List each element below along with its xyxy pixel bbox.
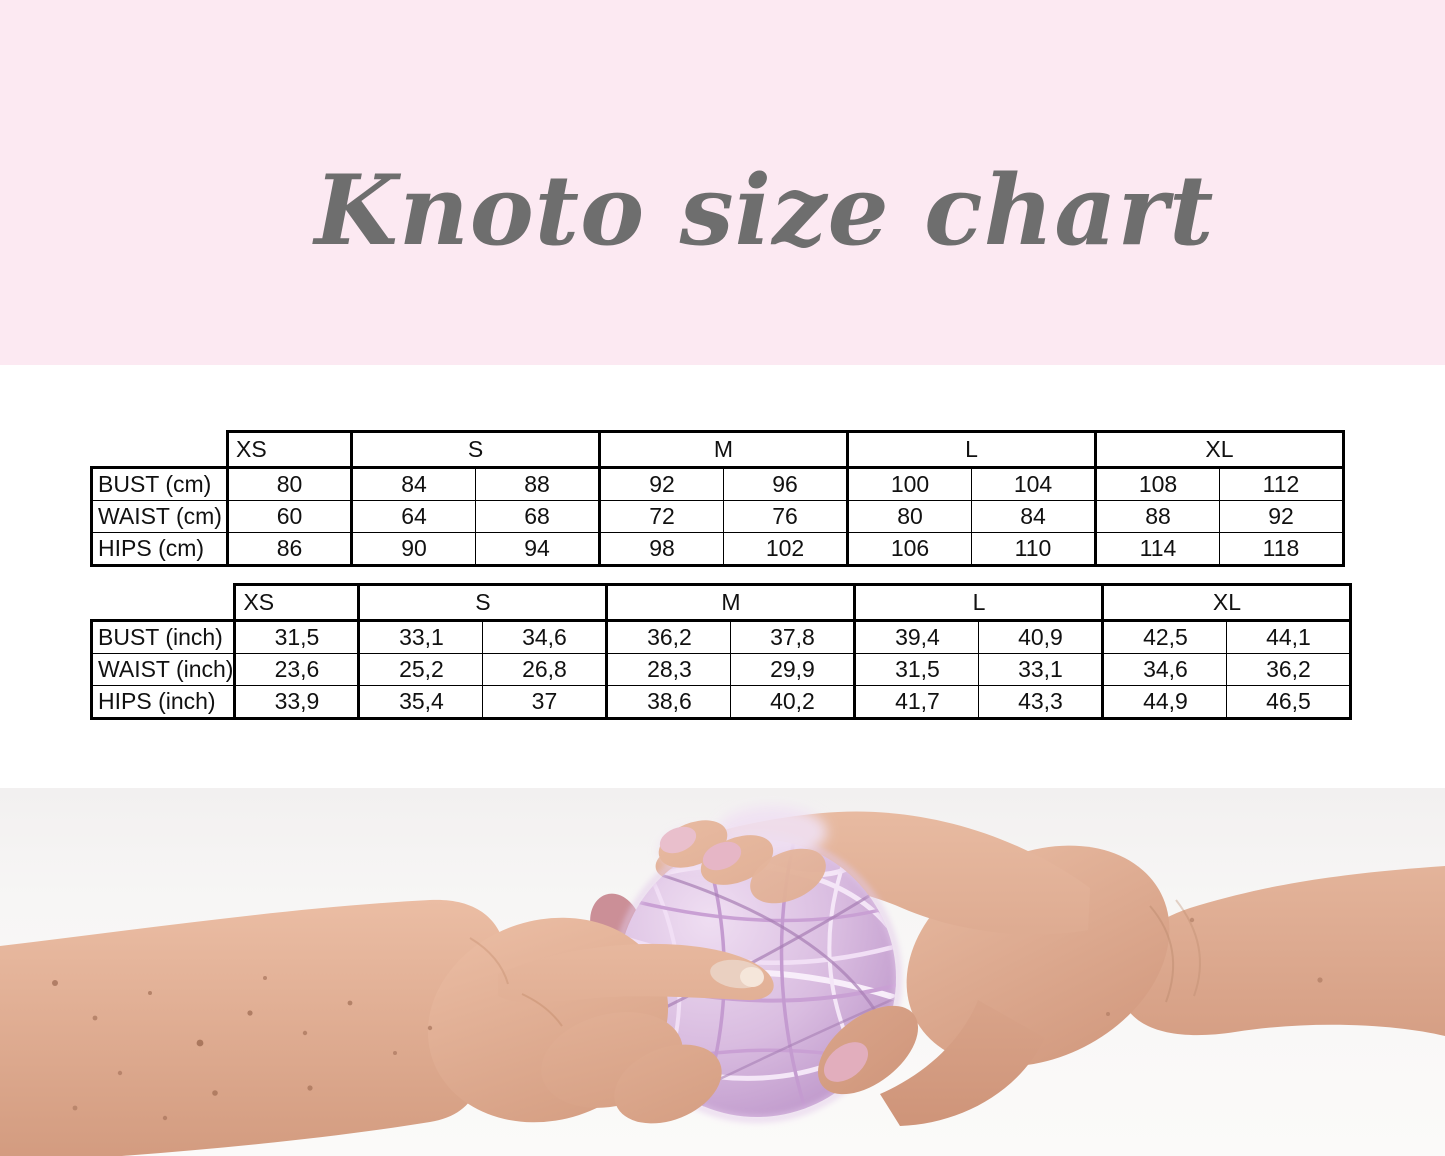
table-cell: 31,5 [233, 620, 360, 654]
table-row-hips-inch: HIPS (inch) 33,9 35,4 37 38,6 40,2 41,7 … [89, 685, 1353, 720]
size-table-cm: XS S M L XL BUST (cm) 80 84 88 92 96 100… [90, 430, 1345, 567]
table-cell: 44,1 [1226, 620, 1353, 654]
table-cell: 37,8 [730, 620, 856, 654]
table-cell: 68 [475, 500, 600, 533]
table-cell: 102 [723, 532, 848, 567]
table-cell: 86 [226, 532, 352, 567]
table-cell: 96 [723, 467, 848, 501]
row-label: BUST (cm) [90, 466, 228, 501]
fingernail [702, 841, 742, 871]
fingernail [659, 826, 697, 854]
table-row-hips-cm: HIPS (cm) 86 90 94 98 102 106 110 114 11… [90, 532, 1345, 567]
size-header-xs: XS [233, 583, 360, 622]
size-table-inch: XS S M L XL BUST (inch) 31,5 33,1 34,6 3… [89, 583, 1353, 720]
table-cell: 40,2 [730, 685, 856, 720]
freckles [52, 976, 433, 1121]
row-label: WAIST (cm) [90, 500, 228, 533]
corner-cell [92, 585, 235, 621]
table-cell: 33,1 [357, 620, 484, 654]
table-cell: 34,6 [482, 620, 608, 654]
left-arm [0, 899, 774, 1156]
table-cell: 112 [1219, 467, 1345, 501]
table-cell: 37 [482, 685, 608, 720]
table-cell: 106 [846, 532, 972, 567]
table-row-bust-cm: BUST (cm) 80 84 88 92 96 100 104 108 112 [90, 466, 1345, 501]
table-cell: 90 [350, 532, 476, 567]
header-band: Knoto size chart [0, 0, 1445, 365]
table-cell: 92 [598, 467, 724, 501]
size-header-xl: XL [1101, 583, 1353, 622]
table-cell: 23,6 [233, 653, 360, 686]
size-header-s: S [350, 430, 600, 469]
table-cell: 84 [350, 467, 476, 501]
photo-hands-yarn [0, 788, 1445, 1156]
size-header-m: M [598, 430, 848, 469]
table-row-waist-inch: WAIST (inch) 23,6 25,2 26,8 28,3 29,9 31… [89, 653, 1353, 686]
table-cell: 36,2 [1226, 653, 1353, 686]
row-label: BUST (inch) [89, 619, 236, 654]
size-header-xs: XS [226, 430, 352, 469]
table-cell: 38,6 [605, 685, 732, 720]
table-cell: 28,3 [605, 653, 732, 686]
table-cell: 108 [1094, 467, 1220, 501]
table-cell: 36,2 [605, 620, 732, 654]
size-header-xl: XL [1094, 430, 1345, 469]
table-cell: 43,3 [978, 685, 1104, 720]
table-cell: 92 [1219, 500, 1345, 533]
table-cell: 46,5 [1226, 685, 1353, 720]
page-title: Knoto size chart [314, 154, 1215, 267]
size-header-row: XS S M L XL [92, 430, 1345, 469]
row-label: WAIST (inch) [89, 653, 236, 686]
table-cell: 64 [350, 500, 476, 533]
table-cell: 76 [723, 500, 848, 533]
thumbnail [823, 1042, 869, 1082]
row-label: HIPS (cm) [90, 532, 228, 567]
table-cell: 80 [846, 500, 972, 533]
size-header-s: S [357, 583, 608, 622]
table-cell: 84 [971, 500, 1096, 533]
table-cell: 31,5 [853, 653, 980, 686]
table-cell: 25,2 [357, 653, 484, 686]
table-cell: 29,9 [730, 653, 856, 686]
size-header-row: XS S M L XL [92, 583, 1353, 622]
right-hand-fingers [658, 820, 1045, 1126]
table-cell: 110 [971, 532, 1096, 567]
table-cell: 100 [846, 467, 972, 501]
size-header-l: L [853, 583, 1104, 622]
table-cell: 80 [226, 467, 352, 501]
table-cell: 88 [475, 467, 600, 501]
table-cell: 39,4 [853, 620, 980, 654]
table-cell: 41,7 [853, 685, 980, 720]
table-cell: 118 [1219, 532, 1345, 567]
table-cell: 26,8 [482, 653, 608, 686]
size-header-m: M [605, 583, 856, 622]
table-cell: 40,9 [978, 620, 1104, 654]
table-row-waist-cm: WAIST (cm) 60 64 68 72 76 80 84 88 92 [90, 500, 1345, 533]
table-cell: 42,5 [1101, 620, 1228, 654]
table-cell: 72 [598, 500, 724, 533]
table-cell: 33,1 [978, 653, 1104, 686]
table-cell: 104 [971, 467, 1096, 501]
table-cell: 33,9 [233, 685, 360, 720]
corner-cell [92, 432, 228, 468]
row-label: HIPS (inch) [89, 685, 236, 720]
table-cell: 94 [475, 532, 600, 567]
table-cell: 88 [1094, 500, 1220, 533]
table-cell: 34,6 [1101, 653, 1228, 686]
table-cell: 44,9 [1101, 685, 1228, 720]
table-cell: 60 [226, 500, 352, 533]
table-cell: 35,4 [357, 685, 484, 720]
table-cell: 98 [598, 532, 724, 567]
table-row-bust-inch: BUST (inch) 31,5 33,1 34,6 36,2 37,8 39,… [89, 619, 1353, 654]
table-cell: 114 [1094, 532, 1220, 567]
right-arm [655, 811, 1445, 1067]
size-header-l: L [846, 430, 1096, 469]
